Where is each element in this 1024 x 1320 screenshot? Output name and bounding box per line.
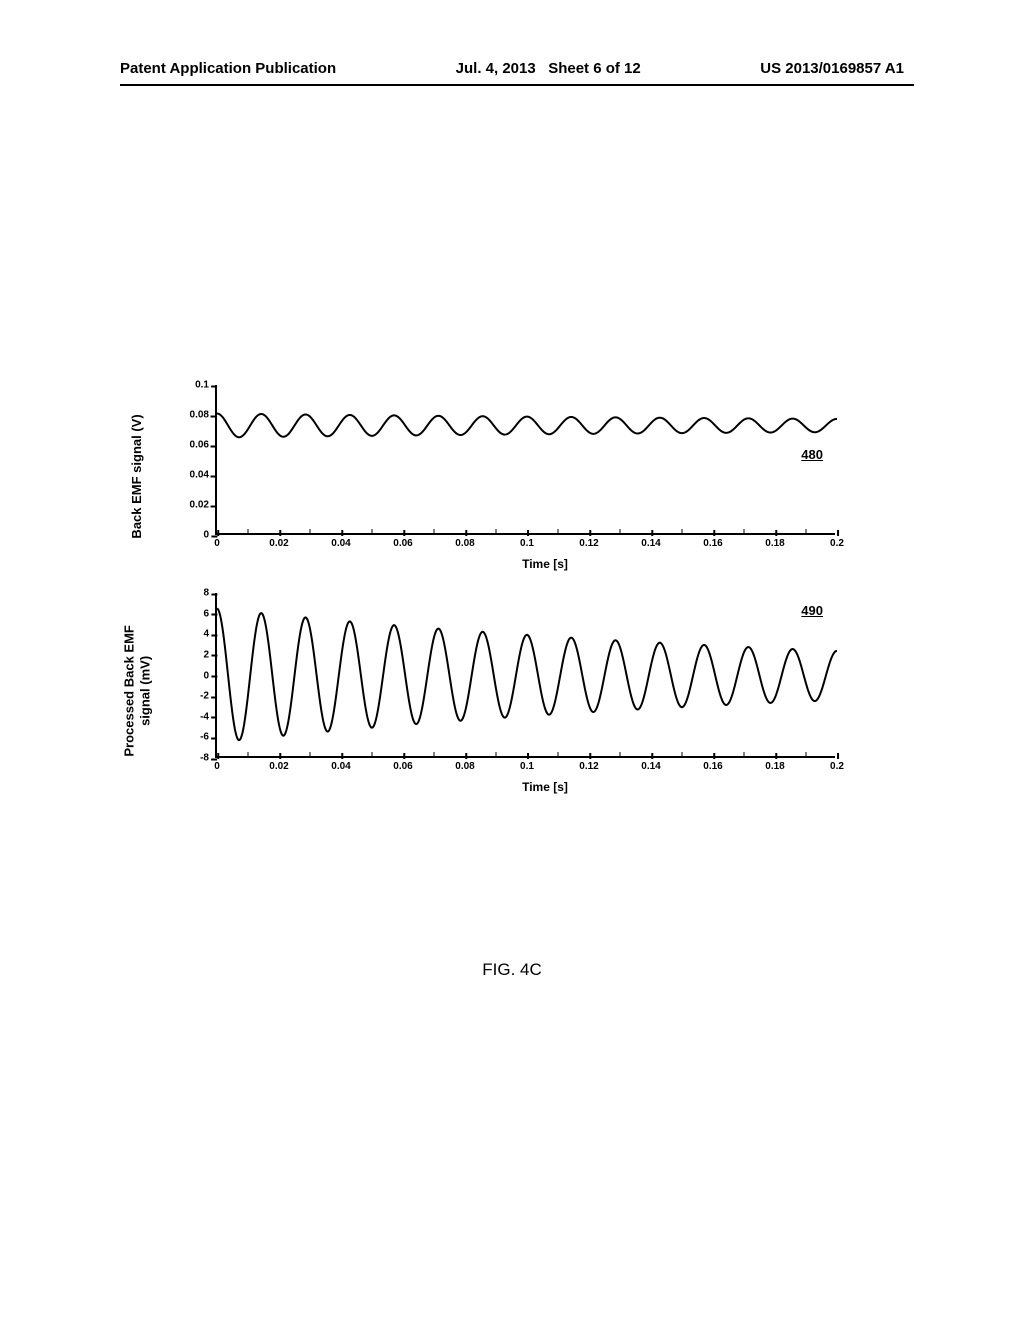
xtick-minor — [806, 752, 807, 756]
chart2-ylabel: Processed Back EMF signal (mV) — [121, 625, 152, 757]
ytick: 0.06 — [190, 440, 209, 451]
ytick: 0 — [203, 530, 209, 541]
xtick-minor — [496, 529, 497, 533]
xtick: 0.16 — [703, 538, 722, 549]
chart1-line — [217, 385, 837, 535]
xtick: 0.12 — [579, 538, 598, 549]
xtick-minor — [806, 529, 807, 533]
xtick-minor — [620, 529, 621, 533]
xtick-minor — [372, 529, 373, 533]
chart-back-emf: Back EMF signal (V) 480 00.020.040.060.0… — [175, 385, 875, 571]
ytick: -4 — [200, 711, 209, 722]
xtick: 0.16 — [703, 761, 722, 772]
xtick: 0.2 — [830, 761, 844, 772]
xtick-minor — [744, 529, 745, 533]
xtick-minor — [620, 752, 621, 756]
ytick: 0 — [203, 670, 209, 681]
xtick: 0.1 — [520, 538, 534, 549]
figure-charts: Back EMF signal (V) 480 00.020.040.060.0… — [175, 385, 875, 816]
xtick-minor — [682, 529, 683, 533]
xtick: 0.06 — [393, 761, 412, 772]
chart2-plot-area: 490 -8-6-4-20246800.020.040.060.080.10.1… — [215, 593, 835, 758]
xtick-minor — [496, 752, 497, 756]
xtick-minor — [310, 529, 311, 533]
xtick: 0.08 — [455, 538, 474, 549]
xtick-minor — [558, 529, 559, 533]
xtick-minor — [248, 529, 249, 533]
ytick: 0.04 — [190, 470, 209, 481]
xtick: 0.2 — [830, 538, 844, 549]
header-right: US 2013/0169857 A1 — [760, 60, 904, 77]
ytick: 4 — [203, 629, 209, 640]
chart1-ylabel: Back EMF signal (V) — [129, 414, 145, 538]
xtick-minor — [682, 752, 683, 756]
xtick: 0.08 — [455, 761, 474, 772]
xtick: 0.02 — [269, 761, 288, 772]
xtick: 0 — [214, 761, 220, 772]
xtick: 0 — [214, 538, 220, 549]
xtick: 0.14 — [641, 761, 660, 772]
header-divider — [120, 84, 914, 86]
chart-processed-emf: Processed Back EMF signal (mV) 490 -8-6-… — [175, 593, 875, 794]
xtick: 0.04 — [331, 538, 350, 549]
xtick-minor — [434, 752, 435, 756]
ytick: 6 — [203, 608, 209, 619]
ytick: 0.02 — [190, 500, 209, 511]
ytick: -8 — [200, 753, 209, 764]
xtick: 0.04 — [331, 761, 350, 772]
chart1-xlabel: Time [s] — [215, 557, 875, 571]
chart2-xlabel: Time [s] — [215, 780, 875, 794]
chart2-ref-label: 490 — [801, 603, 823, 618]
xtick: 0.1 — [520, 761, 534, 772]
xtick: 0.12 — [579, 761, 598, 772]
xtick-minor — [744, 752, 745, 756]
header-left: Patent Application Publication — [120, 60, 336, 77]
ytick: 8 — [203, 588, 209, 599]
chart1-ref-label: 480 — [801, 447, 823, 462]
header-center: Jul. 4, 2013 Sheet 6 of 12 — [456, 60, 641, 77]
ytick: -2 — [200, 691, 209, 702]
xtick-minor — [372, 752, 373, 756]
ytick: 0.08 — [190, 410, 209, 421]
xtick-minor — [434, 529, 435, 533]
xtick: 0.06 — [393, 538, 412, 549]
figure-caption: FIG. 4C — [0, 960, 1024, 980]
xtick-minor — [558, 752, 559, 756]
xtick: 0.02 — [269, 538, 288, 549]
ytick: 0.1 — [195, 380, 209, 391]
chart1-plot-area: 480 00.020.040.060.080.100.020.040.060.0… — [215, 385, 835, 535]
chart2-line — [217, 593, 837, 758]
xtick: 0.18 — [765, 761, 784, 772]
ytick: -6 — [200, 732, 209, 743]
xtick-minor — [310, 752, 311, 756]
xtick: 0.14 — [641, 538, 660, 549]
xtick-minor — [248, 752, 249, 756]
ytick: 2 — [203, 649, 209, 660]
page-header: Patent Application Publication Jul. 4, 2… — [0, 60, 1024, 77]
xtick: 0.18 — [765, 538, 784, 549]
